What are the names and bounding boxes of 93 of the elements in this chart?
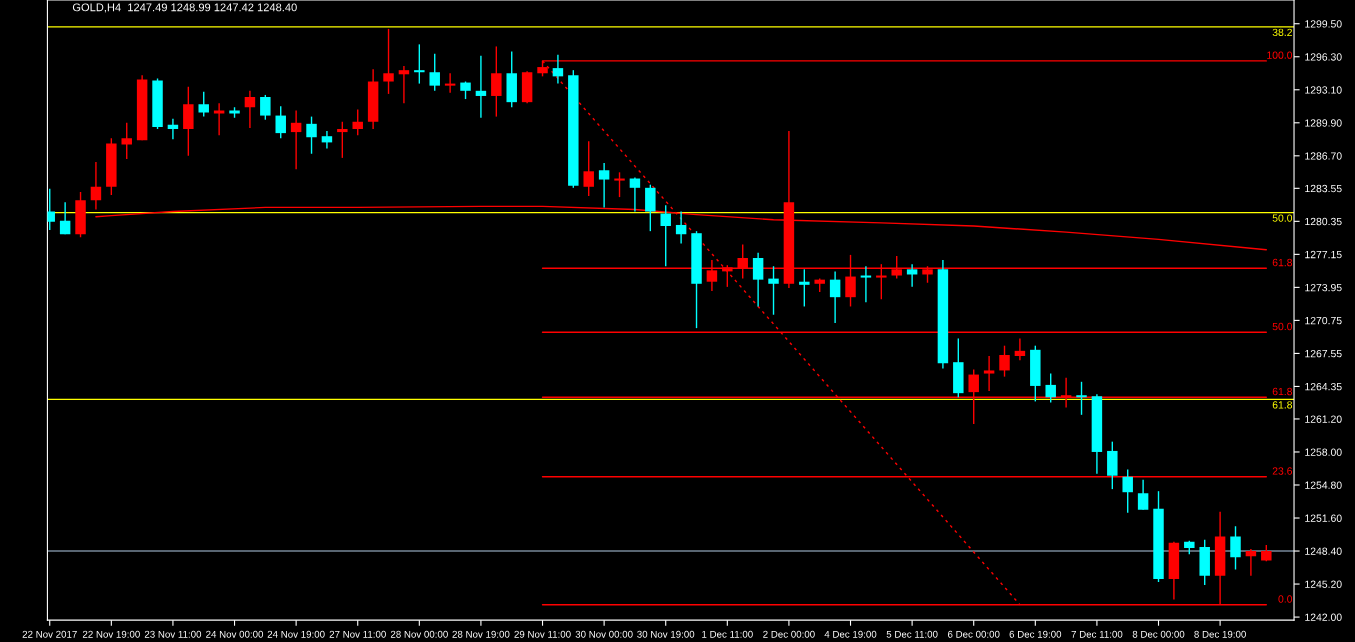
y-tick-label: 1267.55 bbox=[1305, 349, 1342, 358]
x-tick-label: 7 Dec 11:00 bbox=[1071, 630, 1123, 638]
y-tick-label: 1245.20 bbox=[1305, 580, 1342, 588]
candlestick bbox=[1076, 381, 1087, 416]
candlestick bbox=[444, 72, 456, 94]
candlestick bbox=[1045, 372, 1056, 404]
candlestick bbox=[121, 122, 132, 160]
candlestick bbox=[829, 270, 841, 324]
x-tick-label: 6 Dec 00:00 bbox=[947, 630, 1000, 638]
y-tick-label: 1280.35 bbox=[1305, 217, 1342, 226]
candlestick bbox=[768, 265, 779, 316]
candlestick bbox=[429, 52, 440, 92]
candlestick bbox=[1230, 525, 1241, 571]
annotation: 61.8 bbox=[1272, 401, 1293, 409]
candlestick bbox=[999, 344, 1010, 378]
candlestick bbox=[906, 263, 918, 288]
candlestick bbox=[660, 204, 671, 267]
series-label: 100.0 bbox=[1267, 51, 1293, 59]
candlestick bbox=[90, 161, 102, 211]
candlestick bbox=[352, 108, 363, 136]
annotation: 38.2 bbox=[1272, 28, 1292, 37]
candlestick bbox=[752, 252, 764, 308]
y-tick-label: 1293.10 bbox=[1305, 86, 1342, 94]
x-tick-label: 24 Nov 19:00 bbox=[267, 630, 325, 638]
candlestick bbox=[59, 201, 71, 235]
candlestick bbox=[337, 121, 348, 159]
x-tick-label: 28 Nov 00:00 bbox=[390, 630, 448, 638]
candlestick bbox=[321, 130, 333, 150]
candlestick bbox=[614, 171, 625, 198]
y-tick-label: 1248.40 bbox=[1305, 547, 1342, 555]
y-tick-label: 1283.55 bbox=[1305, 184, 1342, 193]
y-tick-label: 1289.90 bbox=[1305, 119, 1342, 127]
y-tick-label: 1242.00 bbox=[1305, 613, 1342, 621]
candlestick bbox=[275, 105, 286, 139]
candlestick bbox=[491, 45, 502, 118]
candlestick bbox=[1245, 548, 1257, 577]
candlestick bbox=[213, 102, 225, 136]
candlestick bbox=[383, 28, 394, 95]
candlestick bbox=[983, 355, 995, 392]
candlestick bbox=[598, 162, 610, 209]
candlestick bbox=[583, 140, 594, 197]
y-tick-label: 1273.95 bbox=[1305, 283, 1342, 292]
y-tick-label: 1286.70 bbox=[1305, 152, 1342, 160]
candlestick bbox=[198, 91, 209, 118]
x-tick-label: 23 Nov 11:00 bbox=[144, 630, 202, 638]
series-label: 50.0 bbox=[1272, 322, 1293, 331]
x-tick-label: 22 Nov 19:00 bbox=[82, 630, 140, 638]
y-tick-label: 1254.80 bbox=[1305, 481, 1342, 489]
series-label: 0.0 bbox=[1278, 595, 1293, 603]
x-tick-label: 30 Nov 19:00 bbox=[637, 630, 695, 638]
x-tick-label: 4 Dec 19:00 bbox=[824, 630, 877, 638]
candlestick bbox=[645, 184, 656, 232]
x-tick-label: 2 Dec 00:00 bbox=[763, 630, 815, 638]
x-tick-label: 8 Dec 19:00 bbox=[1194, 630, 1246, 638]
x-tick-label: 1 Dec 11:00 bbox=[702, 630, 753, 638]
candlestick bbox=[629, 176, 641, 213]
y-tick-label: 1251.60 bbox=[1305, 514, 1342, 522]
candlestick bbox=[675, 210, 687, 245]
candlestick bbox=[290, 109, 302, 170]
series-label: 61.8 bbox=[1272, 258, 1293, 267]
x-tick-label: 27 Nov 11:00 bbox=[329, 630, 386, 638]
y-tick-label: 1296.30 bbox=[1305, 53, 1342, 61]
x-tick-label: 30 Nov 00:00 bbox=[575, 630, 633, 638]
candlestick bbox=[167, 117, 179, 141]
x-tick-label: 22 Nov 2017 bbox=[22, 630, 77, 638]
chart-title: GOLD,H4 1247.49 1248.99 1247.42 1248.40 bbox=[72, 3, 297, 13]
x-tick-label: 29 Nov 11:00 bbox=[514, 630, 571, 638]
candlestick bbox=[799, 268, 810, 308]
candlestick bbox=[1122, 468, 1133, 514]
series-label: 61.8 bbox=[1272, 387, 1293, 396]
series-label: 23.6 bbox=[1272, 467, 1293, 475]
y-tick-label: 1258.00 bbox=[1305, 448, 1342, 456]
candlestick bbox=[1137, 479, 1149, 511]
x-tick-label: 5 Dec 11:00 bbox=[886, 630, 938, 638]
candlestick bbox=[860, 265, 872, 304]
candlestick bbox=[306, 115, 317, 155]
x-tick-label: 28 Nov 19:00 bbox=[452, 630, 510, 638]
y-tick-label: 1299.50 bbox=[1305, 20, 1342, 28]
candlestick bbox=[475, 55, 487, 119]
y-tick-label: 1264.35 bbox=[1305, 382, 1342, 391]
x-tick-label: 24 Nov 00:00 bbox=[206, 630, 264, 638]
annotation: 50.0 bbox=[1272, 214, 1293, 222]
y-tick-label: 1261.20 bbox=[1305, 415, 1342, 423]
x-tick-label: 6 Dec 19:00 bbox=[1009, 630, 1062, 638]
x-tick-label: 8 Dec 00:00 bbox=[1132, 630, 1185, 638]
candlestick bbox=[398, 65, 410, 104]
y-tick-label: 1270.75 bbox=[1305, 316, 1342, 325]
y-tick-label: 1277.15 bbox=[1305, 250, 1342, 259]
candlestick bbox=[552, 53, 564, 85]
candlestick bbox=[244, 90, 256, 129]
candlestick bbox=[1014, 337, 1026, 361]
candlestick bbox=[260, 94, 271, 121]
candlestick bbox=[414, 43, 425, 85]
